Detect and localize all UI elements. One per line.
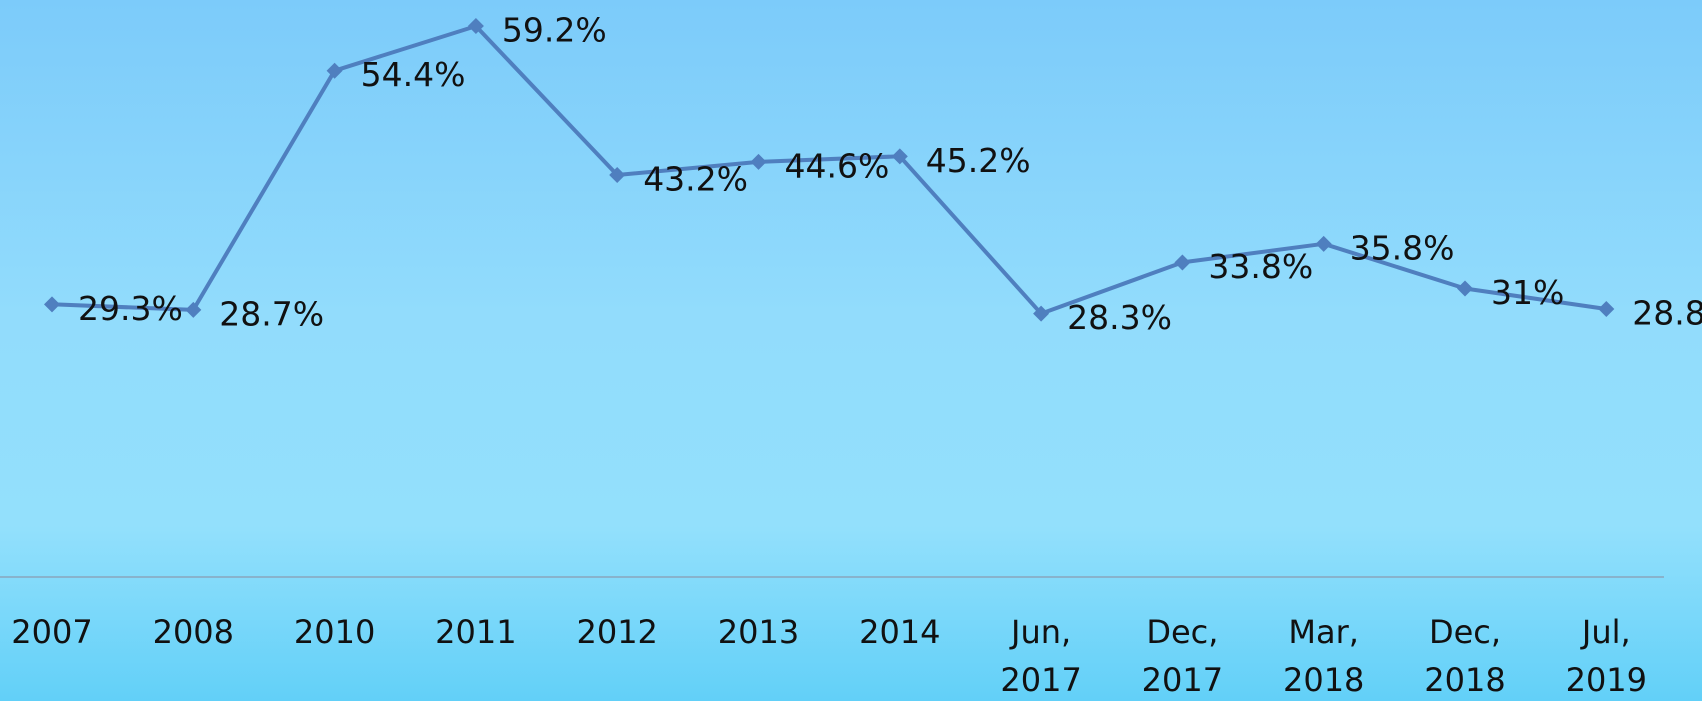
data-label: 43.2% — [643, 159, 748, 198]
marker — [1598, 300, 1615, 317]
data-label: 59.2% — [502, 11, 607, 50]
data-line — [51, 24, 1607, 316]
marker — [750, 153, 767, 170]
x-tick-label: Jul, 2019 — [1565, 613, 1648, 699]
data-label: 28.3% — [1067, 298, 1172, 337]
x-tick-label: 2014 — [859, 613, 941, 651]
marker — [1174, 254, 1191, 271]
x-tick-label: 2008 — [152, 613, 235, 651]
marker — [44, 296, 60, 313]
data-label: 28.7% — [219, 294, 324, 333]
data-label: 45.2% — [926, 141, 1031, 180]
data-label: 29.3% — [78, 289, 183, 328]
data-label: 33.8% — [1208, 247, 1313, 286]
data-label: 44.6% — [785, 146, 890, 185]
data-label: 31% — [1491, 273, 1564, 312]
marker — [1457, 280, 1473, 297]
marker — [891, 148, 908, 165]
marker — [185, 301, 202, 318]
x-tick-label: Jun, 2017 — [1000, 613, 1082, 699]
x-tick-label: 2013 — [717, 613, 800, 651]
marker — [609, 166, 626, 183]
marker — [1315, 235, 1332, 252]
marker — [467, 18, 484, 35]
x-tick-label: 2010 — [293, 613, 376, 651]
x-tick-label: 2011 — [435, 613, 517, 651]
x-tick-label: Mar, 2018 — [1282, 613, 1365, 699]
data-label: 35.8% — [1350, 228, 1455, 267]
data-label: 28.8% — [1632, 293, 1702, 332]
x-tick-label: 2007 — [11, 613, 93, 651]
marker — [1033, 305, 1050, 322]
data-label: 54.4% — [361, 55, 466, 94]
x-tick-label: Dec, 2018 — [1424, 613, 1506, 699]
marker — [326, 62, 343, 79]
x-tick-label: Dec, 2017 — [1141, 613, 1224, 699]
x-tick-label: 2012 — [576, 613, 658, 651]
